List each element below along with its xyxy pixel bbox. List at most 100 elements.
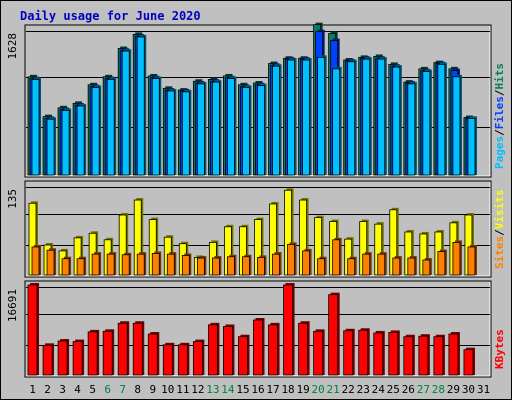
bar-pages-day-25 <box>392 66 401 176</box>
bar-pages-day-24 <box>377 58 386 176</box>
right-label-separator: / <box>493 229 506 236</box>
x-tick-label-day-6: 6 <box>104 383 111 396</box>
bar-pages-day-22 <box>347 61 356 176</box>
bar-sites-day-20 <box>317 258 326 276</box>
bar-kbytes-day-11 <box>177 344 188 376</box>
bar-sites-day-9 <box>151 253 160 276</box>
bar-sites-day-30 <box>467 246 476 276</box>
bar-pages-day-28 <box>437 64 446 176</box>
bar-sites-day-17 <box>272 253 280 276</box>
bar-kbytes-day-12 <box>192 341 203 376</box>
bar-pages-day-3 <box>61 110 70 176</box>
bar-kbytes-day-21 <box>328 294 339 376</box>
bar-sites-day-13 <box>211 257 220 276</box>
x-tick-label-day-30: 30 <box>462 383 475 396</box>
bar-sites-day-18 <box>287 243 295 276</box>
bar-pages-day-9 <box>151 78 160 176</box>
bar-sites-day-15 <box>242 256 250 276</box>
bar-pages-day-7 <box>121 50 130 176</box>
bar-pages-day-1 <box>31 79 40 176</box>
bar-kbytes-day-1 <box>27 284 38 376</box>
bar-pages-day-12 <box>196 83 205 176</box>
bar-kbytes-day-30 <box>463 349 474 376</box>
bar-sites-day-7 <box>121 254 130 276</box>
bar-sites-day-2 <box>46 249 55 276</box>
bar-pages-day-15 <box>242 87 250 176</box>
right-label-visits: Visits <box>493 190 506 230</box>
right-label-sites: Sites <box>493 236 506 269</box>
bar-kbytes-day-15 <box>238 336 248 376</box>
bar-pages-day-18 <box>287 59 295 176</box>
x-tick-label-day-12: 12 <box>191 383 204 396</box>
bar-pages-day-19 <box>302 59 311 176</box>
bar-sites-day-26 <box>407 257 416 276</box>
bar-sites-day-29 <box>452 242 461 276</box>
bar-pages-day-29 <box>452 76 461 176</box>
bar-kbytes-day-25 <box>388 332 399 376</box>
bar-pages-day-20 <box>317 56 326 176</box>
right-label-separator: / <box>493 89 506 96</box>
bar-sites-day-5 <box>91 253 100 276</box>
right-series-labels-2: Sites/Visits <box>493 190 506 270</box>
x-tick-label-day-3: 3 <box>59 383 66 396</box>
bar-sites-day-23 <box>362 253 371 276</box>
bar-pages-day-21 <box>332 68 341 176</box>
bar-kbytes-day-27 <box>418 335 429 376</box>
bar-kbytes-day-3 <box>57 340 68 376</box>
chart-title: Daily usage for June 2020 <box>20 9 201 23</box>
x-tick-label-day-31: 31 <box>477 383 490 396</box>
bar-sites-day-28 <box>437 251 446 276</box>
bar-pages-day-10 <box>166 90 175 176</box>
x-tick-label-day-11: 11 <box>176 383 189 396</box>
bar-sites-day-12 <box>196 257 205 276</box>
bar-kbytes-day-8 <box>132 322 143 376</box>
bar-sites-day-19 <box>302 250 310 276</box>
bar-kbytes-day-24 <box>373 332 384 376</box>
bar-sites-day-1 <box>31 246 40 276</box>
bar-pages-day-11 <box>181 91 190 176</box>
bar-pages-day-16 <box>257 85 265 176</box>
bar-pages-day-26 <box>407 83 416 176</box>
right-label-files: Files <box>493 96 506 129</box>
bar-kbytes-day-6 <box>102 330 113 376</box>
bar-sites-day-14 <box>227 256 235 276</box>
bar-kbytes-day-22 <box>343 330 354 376</box>
right-label-hits: Hits <box>493 63 506 90</box>
bar-kbytes-day-14 <box>223 326 233 376</box>
x-tick-label-day-26: 26 <box>402 383 415 396</box>
bar-kbytes-day-16 <box>253 319 263 376</box>
bar-pages-day-8 <box>136 36 145 176</box>
bar-kbytes-day-18 <box>283 284 293 376</box>
right-label-separator: / <box>493 129 506 136</box>
x-tick-label-day-8: 8 <box>134 383 141 396</box>
bar-pages-day-4 <box>76 105 85 176</box>
x-tick-label-day-29: 29 <box>447 383 460 396</box>
right-series-labels-3: KBytes <box>493 329 506 369</box>
x-tick-label-day-20: 20 <box>312 383 325 396</box>
bar-sites-day-8 <box>136 253 145 276</box>
bar-kbytes-day-19 <box>298 322 309 376</box>
bar-pages-day-2 <box>46 118 55 176</box>
x-tick-label-day-1: 1 <box>29 383 36 396</box>
bar-kbytes-day-5 <box>87 331 98 376</box>
x-tick-label-day-13: 13 <box>206 383 219 396</box>
x-tick-label-day-28: 28 <box>432 383 445 396</box>
right-series-labels-1: Pages/Files/Hits <box>493 63 506 169</box>
y-max-label-3: 16691 <box>6 289 19 322</box>
bar-kbytes-day-26 <box>403 336 414 376</box>
x-tick-label-day-22: 22 <box>342 383 355 396</box>
x-tick-label-day-27: 27 <box>417 383 430 396</box>
y-max-label-2: 135 <box>6 189 19 209</box>
bar-pages-day-6 <box>106 79 115 176</box>
bar-kbytes-day-20 <box>313 330 324 376</box>
x-tick-label-day-23: 23 <box>357 383 370 396</box>
bar-sites-day-25 <box>392 257 401 276</box>
bar-pages-day-14 <box>227 78 235 176</box>
bar-kbytes-day-9 <box>147 333 158 376</box>
bar-pages-day-30 <box>467 117 476 176</box>
bar-kbytes-day-29 <box>448 333 459 376</box>
bar-sites-day-11 <box>181 255 190 276</box>
bar-pages-day-5 <box>91 87 100 176</box>
x-tick-label-day-17: 17 <box>266 383 279 396</box>
bar-sites-day-27 <box>422 259 431 276</box>
